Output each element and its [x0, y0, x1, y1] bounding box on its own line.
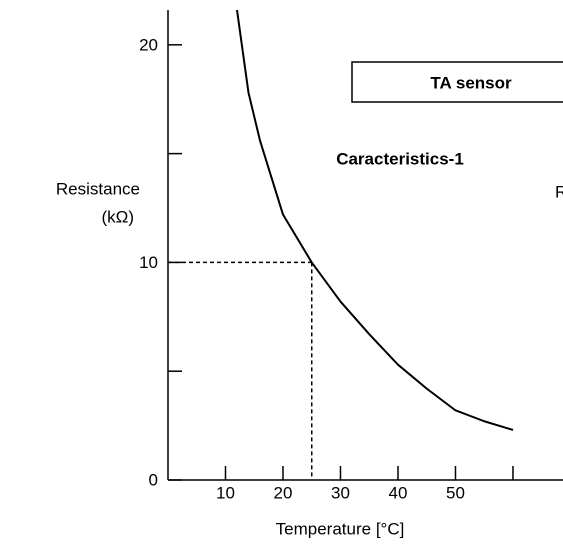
y-tick-label: 0 [149, 470, 158, 489]
chart-title: Caracteristics-1 [336, 149, 464, 168]
y-axis-label: Resistance [56, 179, 140, 198]
annotation-box [351, 61, 563, 103]
x-tick-label: 20 [274, 483, 293, 502]
y-tick-label: 20 [139, 35, 158, 54]
y-axis-label: (kΩ) [101, 207, 134, 226]
x-tick-label: 40 [389, 483, 408, 502]
x-tick-label: 30 [331, 483, 350, 502]
x-tick-label: 10 [216, 483, 235, 502]
y-tick-label: 10 [139, 253, 158, 272]
annotation: R [555, 182, 563, 201]
x-axis-label: Temperature [°C] [276, 519, 405, 538]
curve [236, 9, 514, 431]
x-tick-label: 50 [446, 483, 465, 502]
annotation: TA sensor [430, 73, 512, 92]
